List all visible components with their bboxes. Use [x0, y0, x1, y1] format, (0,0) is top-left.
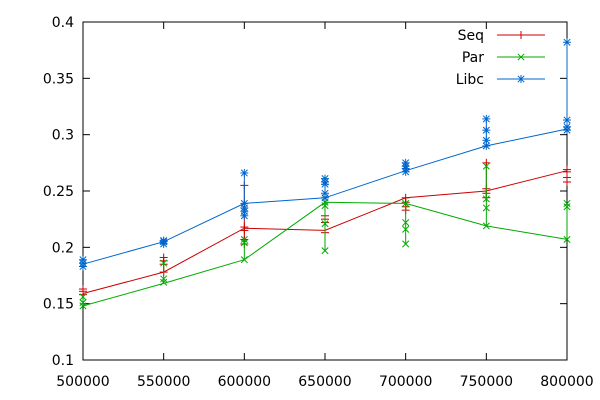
- series-par-point: [240, 239, 248, 247]
- y-tick-label: 0.25: [43, 184, 74, 200]
- legend-marker-par: [517, 53, 525, 61]
- series-libc-point: [240, 168, 249, 177]
- x-tick-label: 650000: [298, 374, 351, 390]
- series-seq-point: [563, 165, 571, 174]
- x-tick-label: 600000: [218, 374, 271, 390]
- series-par-point: [160, 278, 168, 286]
- legend: Seq Par Libc: [456, 28, 545, 88]
- series-par-point: [563, 235, 571, 244]
- series-par-point: [482, 162, 490, 170]
- series-par-point: [240, 235, 248, 244]
- series-par: [79, 162, 571, 310]
- series-libc: [79, 38, 571, 271]
- series-par-point: [402, 240, 410, 248]
- series-par-point: [79, 293, 87, 301]
- series-seq-point: [401, 193, 410, 202]
- series-layer: [79, 38, 571, 310]
- y-tick-label: 0.15: [43, 297, 74, 313]
- series-par-point: [482, 222, 490, 230]
- series-libc-point: [321, 189, 329, 198]
- series-libc-point: [482, 114, 491, 123]
- series-seq-point: [159, 253, 168, 262]
- series-libc-point: [482, 136, 491, 145]
- series-libc-point: [240, 199, 249, 208]
- x-tick-label: 550000: [137, 374, 190, 390]
- series-libc-point: [563, 116, 571, 125]
- series-par-point: [79, 302, 87, 310]
- legend-label-seq: Seq: [458, 28, 484, 44]
- series-par-point: [482, 195, 490, 203]
- series-par-point: [160, 275, 168, 283]
- legend-marker-libc: [517, 75, 525, 83]
- series-seq-point: [79, 285, 87, 294]
- series-par-point: [79, 298, 87, 307]
- y-tick-label: 0.3: [52, 128, 74, 144]
- series-par-point: [240, 256, 248, 264]
- series-libc-point: [563, 38, 571, 47]
- series-libc-point: [79, 255, 87, 264]
- y-tick-label: 0.1: [52, 353, 74, 369]
- series-libc-point: [563, 122, 571, 131]
- x-tick-label: 500000: [56, 374, 109, 390]
- series-libc-point: [482, 126, 491, 135]
- series-par-point: [321, 202, 329, 210]
- series-par-point: [321, 247, 329, 255]
- series-seq-point: [482, 158, 491, 167]
- series-libc-point: [482, 141, 491, 150]
- series-par-point: [402, 218, 410, 227]
- y-tick-label: 0.4: [52, 15, 74, 31]
- y-tick-label: 0.35: [43, 71, 74, 87]
- series-par-point: [482, 204, 490, 212]
- x-tick-label: 700000: [379, 374, 432, 390]
- series-libc-point: [401, 158, 410, 167]
- series-par-point: [402, 225, 410, 233]
- series-libc-point: [321, 174, 329, 183]
- series-par-point: [321, 220, 329, 228]
- axes: 0.1 0.15 0.2 0.25 0.3 0.35 0.4 500000 550000 6000…: [43, 15, 594, 390]
- series-par-point: [160, 259, 168, 267]
- y-tick-label: 0.2: [52, 240, 74, 256]
- series-par-point: [402, 199, 410, 207]
- x-tick-label: 750000: [460, 374, 513, 390]
- series-libc-point: [159, 236, 168, 245]
- series-par-point: [563, 199, 571, 207]
- series-seq-point: [240, 223, 249, 232]
- legend-marker-seq: [517, 31, 525, 39]
- legend-label-par: Par: [462, 50, 484, 66]
- x-tick-label: 800000: [540, 374, 593, 390]
- legend-label-libc: Libc: [456, 72, 484, 88]
- series-par-point: [563, 203, 571, 211]
